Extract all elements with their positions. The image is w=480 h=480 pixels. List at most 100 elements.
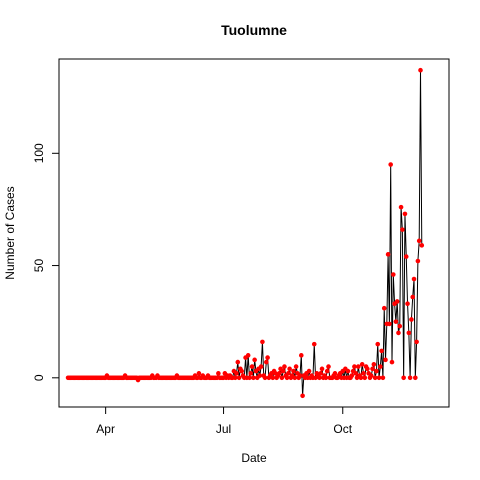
data-point bbox=[287, 366, 292, 372]
data-point bbox=[402, 211, 408, 217]
data-point bbox=[276, 371, 282, 376]
y-axis-label: Number of Cases bbox=[3, 186, 17, 279]
data-point bbox=[291, 368, 296, 374]
data-point bbox=[311, 341, 317, 347]
data-point bbox=[297, 373, 303, 378]
data-point bbox=[345, 368, 351, 374]
data-point bbox=[398, 204, 404, 210]
x-tick-label: Jul bbox=[216, 422, 231, 436]
data-point bbox=[401, 375, 406, 381]
data-point bbox=[370, 366, 375, 372]
x-axis-label: Date bbox=[241, 451, 267, 465]
data-point bbox=[258, 364, 264, 369]
data-point bbox=[300, 393, 305, 399]
x-axis: Apr Jul Oct bbox=[96, 406, 353, 436]
series-line bbox=[68, 70, 423, 396]
data-point bbox=[292, 375, 298, 381]
data-point bbox=[236, 375, 242, 381]
data-point bbox=[383, 357, 388, 363]
data-point bbox=[252, 357, 257, 363]
data-point bbox=[356, 364, 361, 369]
data-point bbox=[298, 353, 304, 358]
data-point bbox=[396, 330, 401, 336]
data-point bbox=[265, 355, 270, 360]
data-point bbox=[375, 341, 381, 347]
data-point bbox=[409, 317, 414, 322]
data-point bbox=[279, 375, 285, 381]
data-point bbox=[403, 254, 409, 259]
data-point bbox=[405, 301, 410, 307]
data-point bbox=[389, 359, 395, 365]
data-point bbox=[394, 299, 400, 304]
data-point bbox=[284, 375, 290, 381]
data-point bbox=[368, 373, 374, 378]
data-point bbox=[239, 368, 244, 374]
data-point bbox=[319, 366, 325, 372]
data-point bbox=[326, 364, 331, 369]
data-point bbox=[413, 375, 418, 381]
data-point bbox=[416, 238, 422, 244]
data-point bbox=[358, 375, 364, 381]
data-point bbox=[414, 339, 419, 345]
data-point bbox=[415, 258, 421, 264]
data-point bbox=[361, 371, 366, 376]
data-point bbox=[379, 348, 384, 354]
data-point bbox=[390, 272, 396, 277]
data-point bbox=[249, 364, 255, 369]
data-point bbox=[362, 375, 368, 381]
x-tick-label: Apr bbox=[96, 422, 115, 436]
data-point bbox=[352, 364, 357, 369]
data-point bbox=[317, 375, 322, 381]
data-point bbox=[264, 359, 269, 365]
y-tick-label: 100 bbox=[32, 143, 46, 163]
data-point bbox=[262, 375, 268, 381]
data-point bbox=[260, 339, 265, 345]
data-point bbox=[365, 366, 370, 372]
data-point bbox=[245, 353, 251, 358]
data-point bbox=[411, 276, 417, 282]
data-point bbox=[374, 368, 379, 374]
data-point bbox=[247, 375, 252, 381]
series-line-group bbox=[68, 70, 423, 396]
data-point bbox=[323, 375, 329, 381]
data-point bbox=[353, 371, 359, 376]
data-point bbox=[286, 371, 291, 376]
data-point bbox=[397, 323, 403, 329]
data-point bbox=[418, 67, 423, 73]
data-point bbox=[380, 375, 386, 381]
data-point bbox=[400, 227, 405, 232]
data-point bbox=[376, 375, 382, 381]
data-point bbox=[324, 368, 330, 374]
y-tick-label: 0 bbox=[32, 374, 46, 381]
data-point bbox=[270, 375, 276, 381]
data-point bbox=[257, 373, 263, 378]
data-point bbox=[216, 371, 221, 376]
data-point bbox=[293, 364, 299, 369]
data-points-group bbox=[65, 67, 425, 399]
data-point bbox=[332, 371, 338, 376]
data-point bbox=[248, 371, 254, 376]
chart-title: Tuolumne bbox=[221, 22, 287, 38]
data-point bbox=[318, 371, 324, 376]
data-point bbox=[406, 330, 412, 336]
data-point bbox=[196, 371, 202, 376]
data-point bbox=[388, 162, 393, 167]
data-point bbox=[235, 359, 241, 365]
data-point bbox=[419, 243, 425, 248]
data-point bbox=[393, 319, 399, 324]
data-point bbox=[282, 364, 287, 369]
data-point bbox=[371, 362, 377, 367]
data-point bbox=[359, 362, 365, 367]
data-point bbox=[251, 375, 256, 381]
data-point bbox=[387, 321, 392, 327]
data-point bbox=[381, 305, 387, 311]
y-axis: 0 50 100 bbox=[32, 143, 60, 381]
y-tick-label: 50 bbox=[32, 259, 46, 273]
x-tick-label: Oct bbox=[333, 422, 352, 436]
data-point bbox=[378, 364, 383, 369]
data-point bbox=[372, 375, 378, 381]
data-point bbox=[280, 368, 286, 374]
data-point bbox=[410, 294, 416, 300]
data-point bbox=[232, 375, 238, 381]
